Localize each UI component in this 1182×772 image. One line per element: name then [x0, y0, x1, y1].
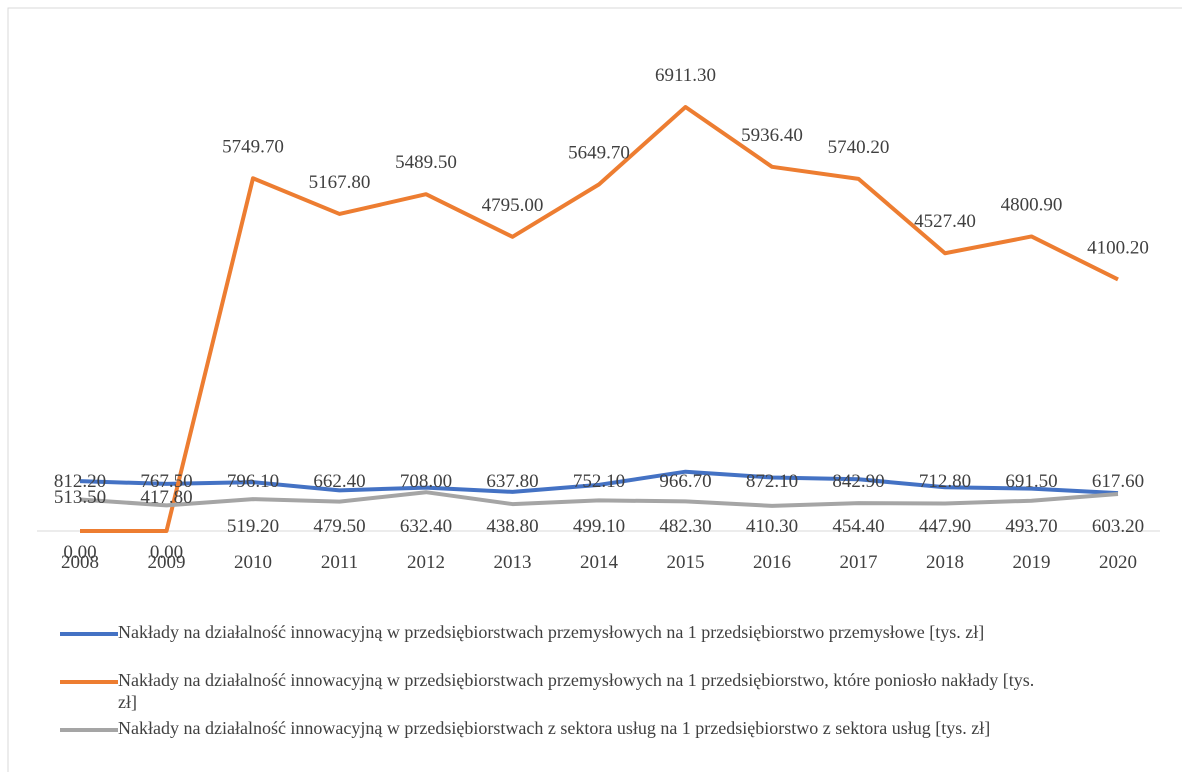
x-tick-label: 2009	[148, 552, 186, 573]
data-label: 796.10	[227, 471, 279, 492]
data-label: 454.40	[832, 516, 884, 537]
data-label: 708.00	[400, 471, 452, 492]
data-label: 5740.20	[828, 137, 890, 158]
x-tick-label: 2016	[753, 552, 791, 573]
data-label: 637.80	[486, 471, 538, 492]
legend-label: Nakłady na działalność innowacyjną w prz…	[118, 622, 985, 642]
legend-swatch	[60, 728, 118, 732]
data-label: 4800.90	[1001, 194, 1063, 215]
chart-border	[7, 7, 1182, 772]
data-label: 812.20	[54, 471, 106, 492]
data-label: 493.70	[1005, 516, 1057, 537]
data-label: 691.50	[1005, 471, 1057, 492]
series-line	[79, 469, 1119, 496]
data-label: 4100.20	[1087, 237, 1149, 258]
data-label: 632.40	[400, 516, 452, 537]
data-label: 417.80	[140, 487, 192, 508]
x-tick-label: 2008	[61, 552, 99, 573]
data-label: 872.10	[746, 471, 798, 492]
data-label: 5936.40	[741, 125, 803, 146]
x-tick-label: 2018	[926, 552, 964, 573]
x-tick-label: 2015	[667, 552, 705, 573]
data-label: 5167.80	[309, 172, 371, 193]
data-label: 479.50	[313, 516, 365, 537]
series-line	[80, 105, 1119, 533]
data-label: 447.90	[919, 516, 971, 537]
data-label: 5749.70	[222, 136, 284, 157]
data-label: 482.30	[659, 516, 711, 537]
legend-swatch	[60, 632, 118, 636]
data-label: 752.10	[573, 471, 625, 492]
legend-entry: Nakłady na działalność innowacyjną w prz…	[60, 717, 1120, 763]
data-label: 438.80	[486, 516, 538, 537]
data-label: 5649.70	[568, 142, 630, 163]
data-label: 410.30	[746, 516, 798, 537]
x-tick-label: 2019	[1013, 552, 1051, 573]
legend-swatch	[60, 680, 118, 684]
legend-label: Nakłady na działalność innowacyjną w prz…	[118, 718, 991, 738]
series-line	[79, 490, 1119, 508]
data-label: 617.60	[1092, 471, 1144, 492]
x-tick-label: 2014	[580, 552, 619, 573]
data-label: 603.20	[1092, 516, 1144, 537]
legend-label: Nakłady na działalność innowacyjną w prz…	[118, 670, 1035, 712]
x-tick-label: 2011	[321, 552, 358, 573]
x-tick-label: 2012	[407, 552, 445, 573]
data-label: 842.90	[832, 471, 884, 492]
data-label: 712.80	[919, 471, 971, 492]
data-label: 499.10	[573, 516, 625, 537]
x-tick-label: 2017	[840, 552, 878, 573]
data-label: 4527.40	[914, 211, 976, 232]
legend-entry: Nakłady na działalność innowacyjną w prz…	[60, 669, 1120, 715]
data-label: 966.70	[659, 471, 711, 492]
x-tick-label: 2020	[1099, 552, 1137, 573]
x-tick-label: 2010	[234, 552, 272, 573]
data-label: 513.50	[54, 487, 106, 508]
data-label: 0.00	[63, 542, 96, 563]
data-label: 0.00	[150, 542, 183, 563]
data-label: 5489.50	[395, 152, 457, 173]
data-label: 767.50	[140, 471, 192, 492]
legend-entry: Nakłady na działalność innowacyjną w prz…	[60, 621, 1120, 667]
data-label: 4795.00	[482, 195, 544, 216]
x-tick-label: 2013	[494, 552, 532, 573]
data-label: 662.40	[313, 471, 365, 492]
data-label: 6911.30	[655, 65, 716, 86]
data-label: 519.20	[227, 516, 279, 537]
